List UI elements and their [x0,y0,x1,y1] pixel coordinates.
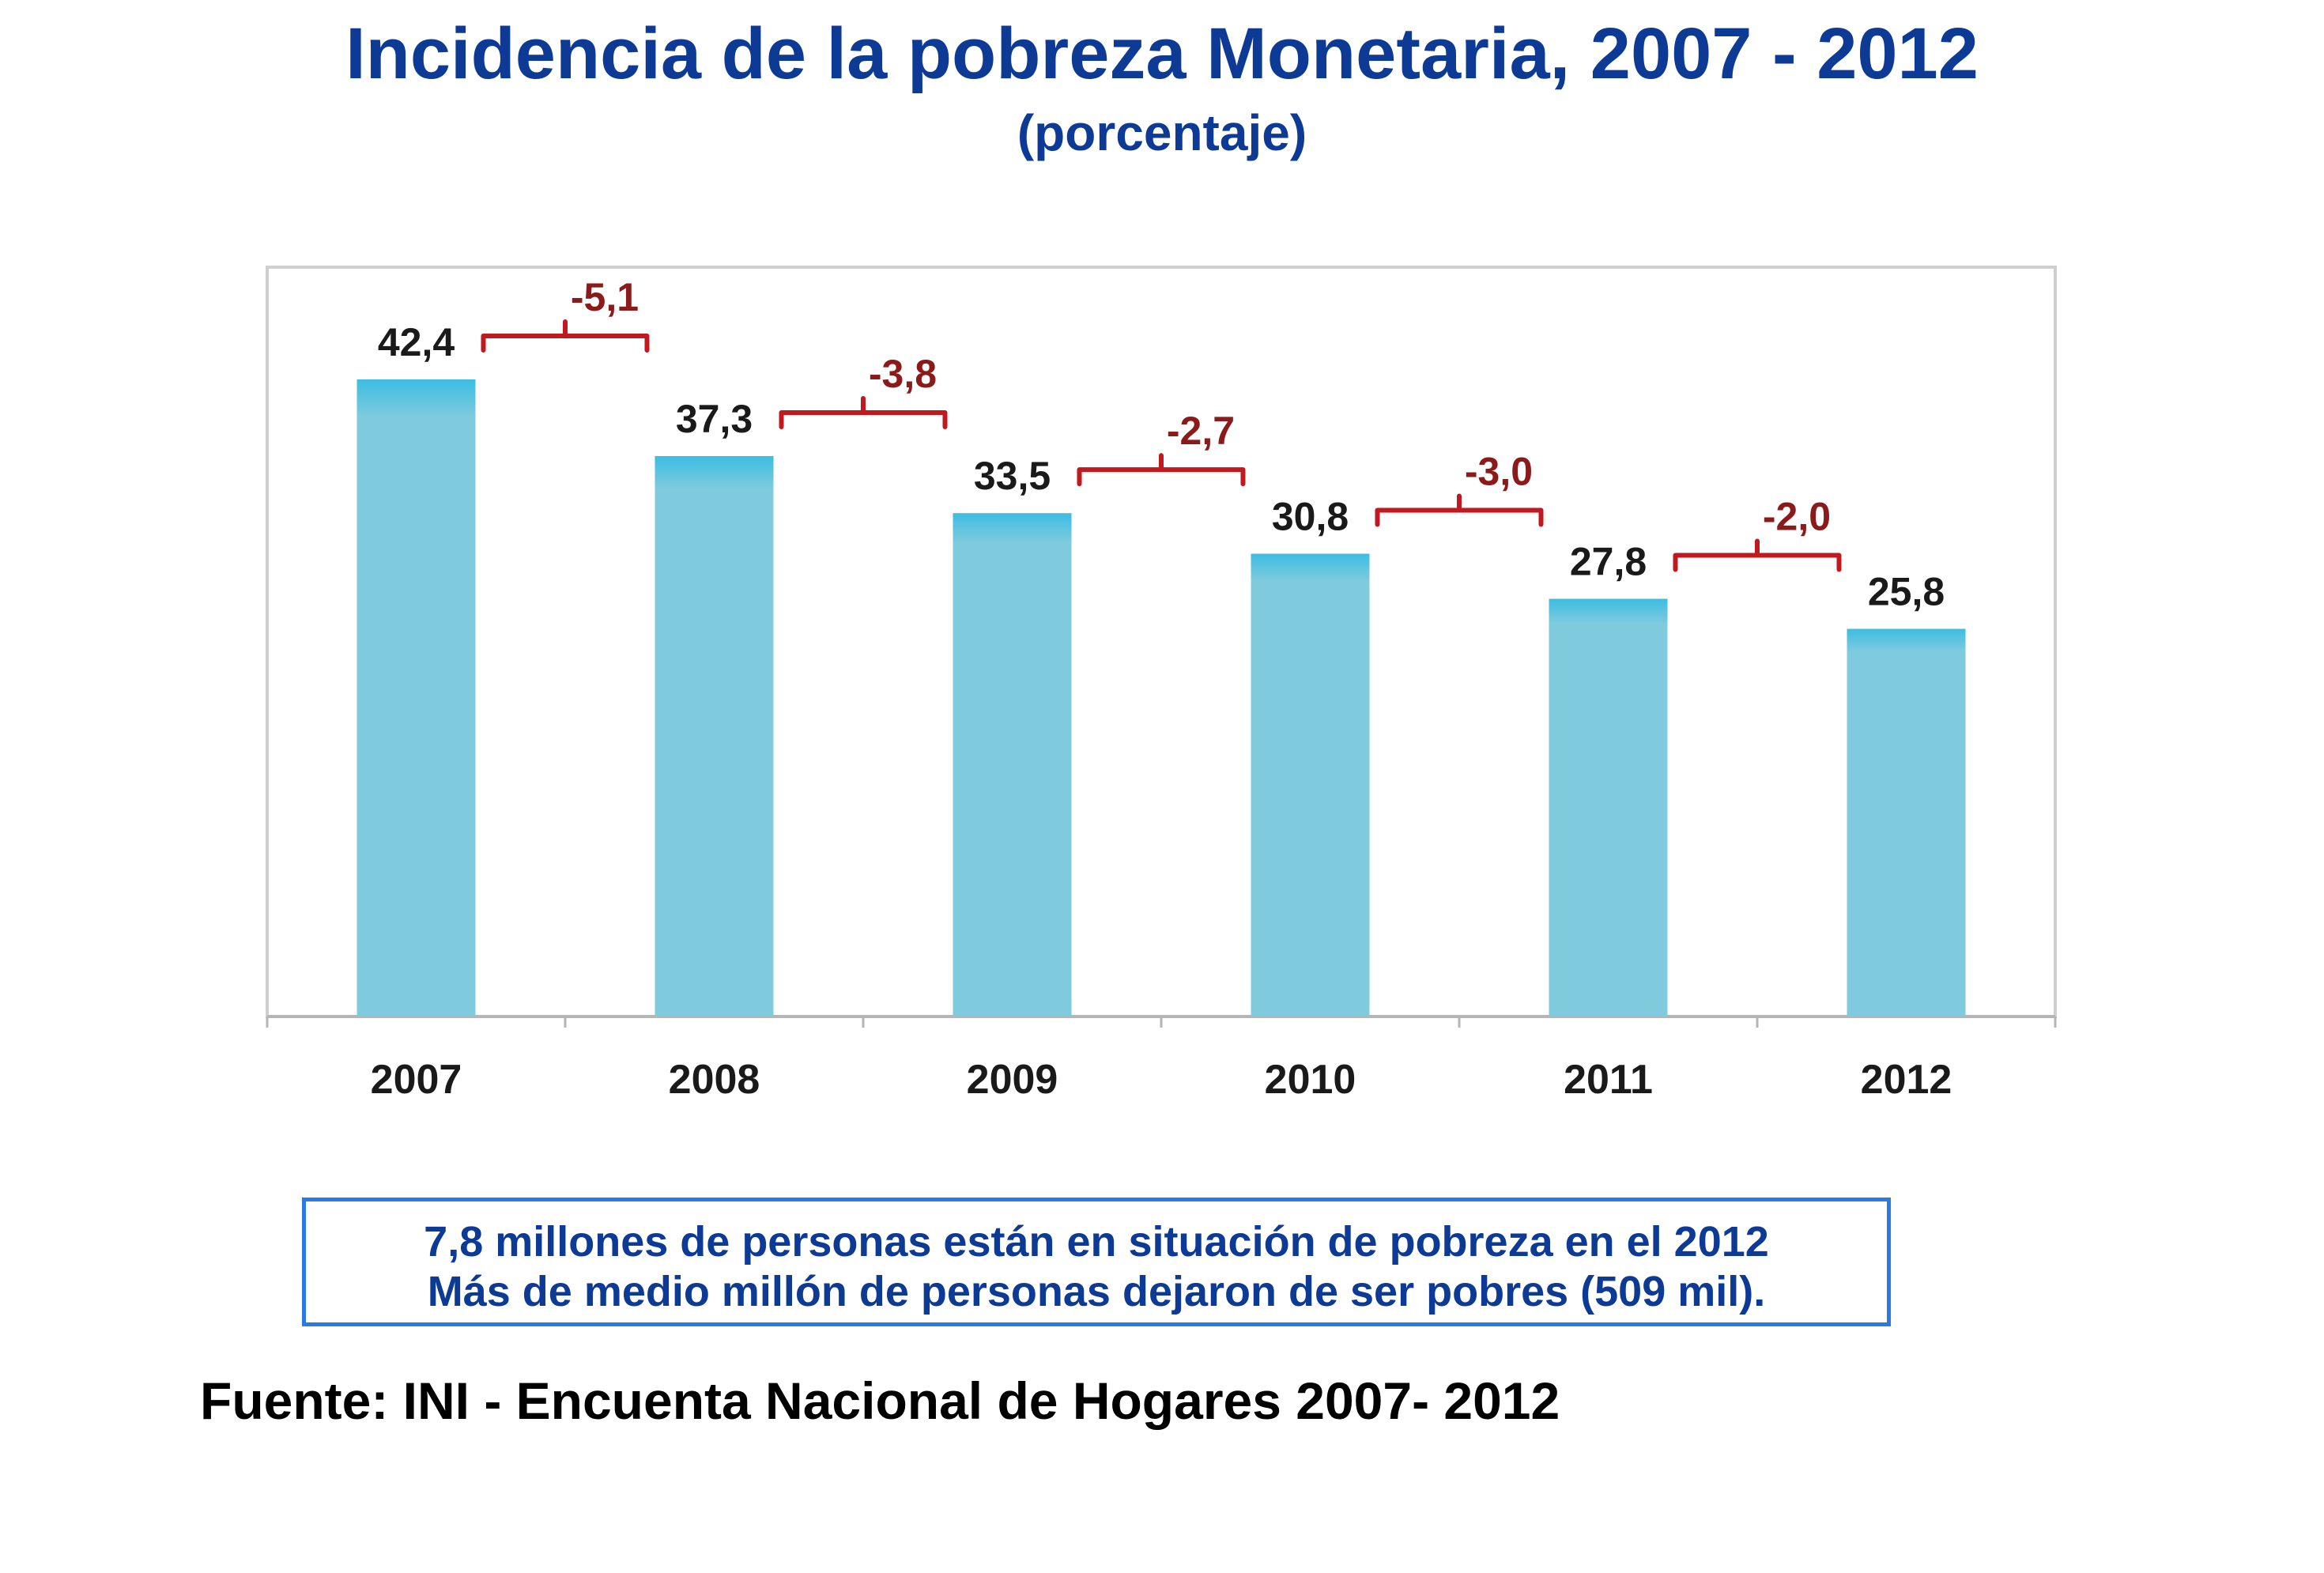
difference-bracket [481,319,650,353]
bar-2010 [1251,553,1370,1017]
difference-bracket [779,395,948,429]
bar-2009 [953,513,1072,1017]
difference-label: -5,1 [571,275,639,319]
value-label-2012: 25,8 [1868,570,1945,614]
source-note: Fuente: INI - Encuenta Nacional de Hogar… [200,1371,1560,1430]
chart-subtitle: (porcentaje) [1017,104,1307,161]
value-label-2010: 30,8 [1272,495,1349,539]
category-label-2008: 2008 [669,1057,760,1103]
category-label-2011: 2011 [1564,1057,1653,1103]
value-label-2008: 37,3 [676,397,753,441]
category-label-2012: 2012 [1861,1057,1952,1103]
difference-bracket [1673,538,1842,572]
difference-label: -2,0 [1763,495,1831,539]
value-label-2007: 42,4 [378,320,455,364]
value-label-2009: 33,5 [974,454,1051,498]
category-label-2007: 2007 [371,1057,462,1103]
bar-2007 [357,379,476,1017]
difference-label: -3,8 [869,352,937,396]
difference-label: -2,7 [1167,409,1235,453]
summary-note-line-1: 7,8 millones de personas están en situac… [424,1218,1769,1266]
bar-2011 [1549,598,1668,1017]
bar-2008 [655,455,774,1017]
chart-title: Incidencia de la pobreza Monetaria, 2007… [345,13,1979,94]
bar-chart: 42,4 37,3 33,5 30,8 27,8 25,8 2007 2008 2009 201… [266,266,2057,1103]
difference-bracket [1077,453,1246,487]
plot-area-frame [266,266,2057,1018]
summary-note-line-2: Más de medio millón de personas dejaron … [427,1268,1766,1315]
value-label-2011: 27,8 [1570,540,1647,584]
difference-label: -3,0 [1465,450,1533,494]
summary-note-box: 7,8 millones de personas están en situac… [302,1198,1891,1326]
category-label-2010: 2010 [1265,1057,1356,1103]
difference-bracket [1375,493,1544,527]
bar-2012 [1847,628,1966,1017]
category-label-2009: 2009 [967,1057,1058,1103]
